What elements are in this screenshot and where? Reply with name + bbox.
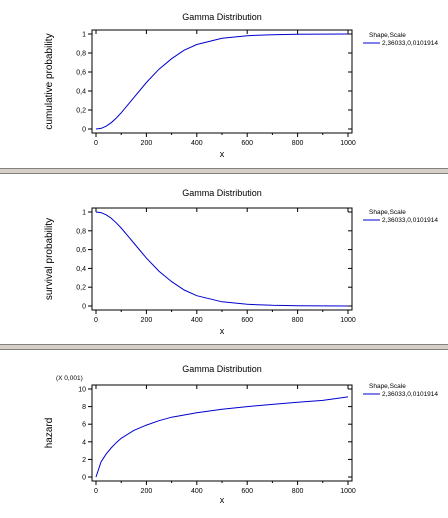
- panel-divider[interactable]: [0, 344, 448, 350]
- plot-frame: [91, 207, 353, 311]
- x-tick-label: 400: [191, 488, 203, 495]
- x-tick-label: 200: [141, 488, 153, 495]
- y-tick-label: 1: [82, 32, 86, 39]
- x-tick-label: 600: [241, 488, 253, 495]
- y-tick-label: 8: [82, 404, 86, 411]
- plot-frame: [91, 29, 353, 134]
- series-line-0: [95, 396, 349, 478]
- y-tick-label: 0: [82, 475, 86, 482]
- chart-svg: Gamma Distribution 0 200 400 600 800 1000 0 0,2 0…: [44, 188, 438, 336]
- y-tick-label: 4: [82, 439, 86, 446]
- y-tick-label: 1: [82, 210, 86, 217]
- y-tick-label: 10: [78, 387, 86, 394]
- y-axis-label: survival probability: [44, 218, 55, 300]
- x-tick-label: 600: [241, 140, 253, 147]
- y-tick-label: 2: [82, 457, 86, 464]
- x-axis-label: x: [220, 326, 225, 336]
- x-tick-label: 600: [241, 317, 253, 324]
- x-tick-label: 1000: [340, 317, 356, 324]
- y-axis-multiplier: (X 0,001): [56, 375, 83, 382]
- x-tick-label: 800: [292, 317, 304, 324]
- x-axis-label: x: [220, 149, 225, 159]
- legend-label: 2,36033,0,0101914: [382, 391, 438, 398]
- chart-panel-hazard: Gamma Distribution 0 200 400 600 800 1000 0 2 4 6 8…: [0, 350, 448, 518]
- chart-panel-survival: Gamma Distribution 0 200 400 600 800 1000 0 0,2 0…: [0, 174, 448, 344]
- y-tick-label: 0,2: [76, 108, 86, 115]
- x-tick-label: 400: [191, 140, 203, 147]
- x-tick-label: 0: [94, 140, 98, 147]
- chart-title: Gamma Distribution: [182, 188, 262, 198]
- plot-frame: [91, 384, 353, 482]
- legend-label: 2,36033,0,0101914: [382, 217, 438, 224]
- x-tick-label: 0: [94, 488, 98, 495]
- x-tick-label: 1000: [340, 488, 356, 495]
- y-tick-label: 0,4: [76, 89, 86, 96]
- y-tick-label: 0,8: [76, 51, 86, 58]
- x-tick-label: 0: [94, 317, 98, 324]
- x-tick-label: 800: [292, 488, 304, 495]
- chart-svg: Gamma Distribution 0 200 400 600 800 1000 0 2 4 6 8…: [44, 364, 438, 505]
- y-tick-label: 0: [82, 304, 86, 311]
- y-tick-label: 0: [82, 127, 86, 134]
- y-tick-label: 0,4: [76, 266, 86, 273]
- x-tick-label: 800: [292, 140, 304, 147]
- y-tick-label: 0,2: [76, 285, 86, 292]
- x-tick-label: 200: [141, 317, 153, 324]
- x-tick-label: 1000: [340, 140, 356, 147]
- y-tick-label: 6: [82, 422, 86, 429]
- series-line-0: [95, 33, 349, 130]
- chart-svg: Gamma Distribution 0 200 400 600 800 1000 0 0,2 0…: [44, 12, 438, 159]
- y-tick-label: 0,6: [76, 247, 86, 254]
- chart-panel-cumulative: Gamma Distribution 0 200 400 600 800 1000 0 0,2 0…: [0, 0, 448, 168]
- x-axis-label: x: [220, 495, 225, 505]
- legend-title: Shape,Scale: [369, 32, 406, 39]
- panel-divider[interactable]: [0, 168, 448, 174]
- legend-title: Shape,Scale: [369, 209, 406, 216]
- x-tick-label: 200: [141, 140, 153, 147]
- chart-title: Gamma Distribution: [182, 364, 262, 374]
- y-axis-label: cumulative probability: [44, 33, 55, 129]
- series-line-0: [95, 211, 349, 307]
- legend-label: 2,36033,0,0101914: [382, 40, 438, 47]
- chart-title: Gamma Distribution: [182, 12, 262, 22]
- y-tick-label: 0,8: [76, 228, 86, 235]
- x-tick-label: 400: [191, 317, 203, 324]
- legend-title: Shape,Scale: [369, 383, 406, 390]
- y-tick-label: 0,6: [76, 70, 86, 77]
- y-axis-label: hazard: [44, 418, 55, 449]
